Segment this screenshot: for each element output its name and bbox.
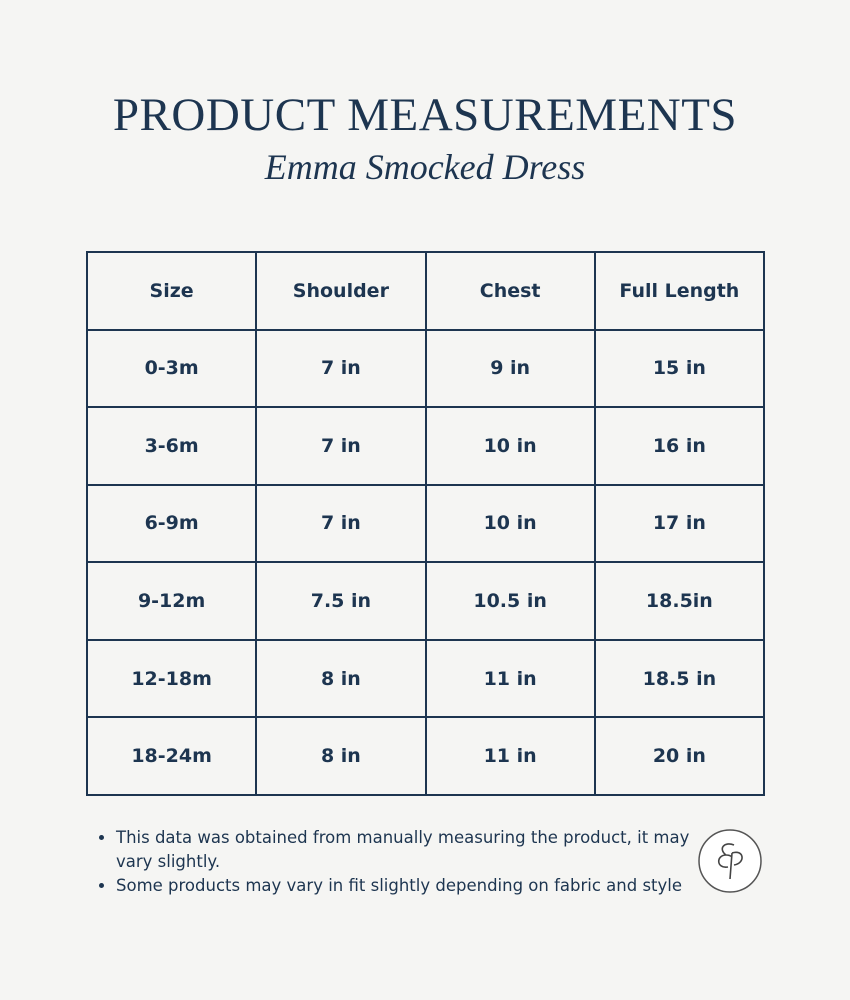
table-cell: 7.5 in — [255, 561, 427, 641]
table-cell: 10 in — [424, 406, 596, 486]
table-cell: 7 in — [255, 406, 427, 486]
table-cell: 7 in — [255, 483, 427, 564]
table-cell: 11 in — [424, 716, 596, 796]
table-cell: 17 in — [593, 483, 766, 564]
note: Some products may vary in fit slightly d… — [116, 874, 706, 898]
table-cell: 18-24m — [85, 716, 258, 796]
table-row: 12-18m 8 in 11 in 18.5 in — [85, 638, 766, 719]
table-cell: 3-6m — [85, 406, 258, 486]
size-table: Size Shoulder Chest Full Length 0-3m 7 in 9 in… — [85, 251, 766, 796]
note: This data was obtained from manually mea… — [116, 826, 706, 874]
table-cell: 8 in — [255, 638, 427, 719]
column-header: Chest — [424, 251, 596, 331]
table-row: 6-9m 7 in 10 in 17 in — [85, 483, 766, 564]
table-cell: 18.5 in — [593, 638, 766, 719]
table-row: 18-24m 8 in 11 in 20 in — [85, 716, 766, 796]
table-row: 9-12m 7.5 in 10.5 in 18.5in — [85, 561, 766, 641]
table-cell: 20 in — [593, 716, 766, 796]
table-cell: 18.5in — [593, 561, 766, 641]
table-row: 3-6m 7 in 10 in 16 in — [85, 406, 766, 486]
column-header: Size — [85, 251, 258, 331]
logo — [698, 829, 762, 893]
table-cell: 6-9m — [85, 483, 258, 564]
table-cell: 9 in — [424, 328, 596, 409]
table-cell: 7 in — [255, 328, 427, 409]
table-cell: 0-3m — [85, 328, 258, 409]
table-cell: 10.5 in — [424, 561, 596, 641]
table-row: 0-3m 7 in 9 in 15 in — [85, 328, 766, 409]
header-row: Size Shoulder Chest Full Length — [85, 251, 766, 331]
column-header: Shoulder — [255, 251, 427, 331]
subtitle: Emma Smocked Dress — [264, 147, 586, 187]
table-cell: 15 in — [593, 328, 766, 409]
table-cell: 12-18m — [85, 638, 258, 719]
table-cell: 8 in — [255, 716, 427, 796]
notes: This data was obtained from manually mea… — [96, 826, 706, 898]
table-cell: 11 in — [424, 638, 596, 719]
table-cell: 10 in — [424, 483, 596, 564]
title: PRODUCT MEASUREMENTS — [112, 89, 738, 141]
table-cell: 9-12m — [85, 561, 258, 641]
column-header: Full Length — [593, 251, 766, 331]
table-cell: 16 in — [593, 406, 766, 486]
